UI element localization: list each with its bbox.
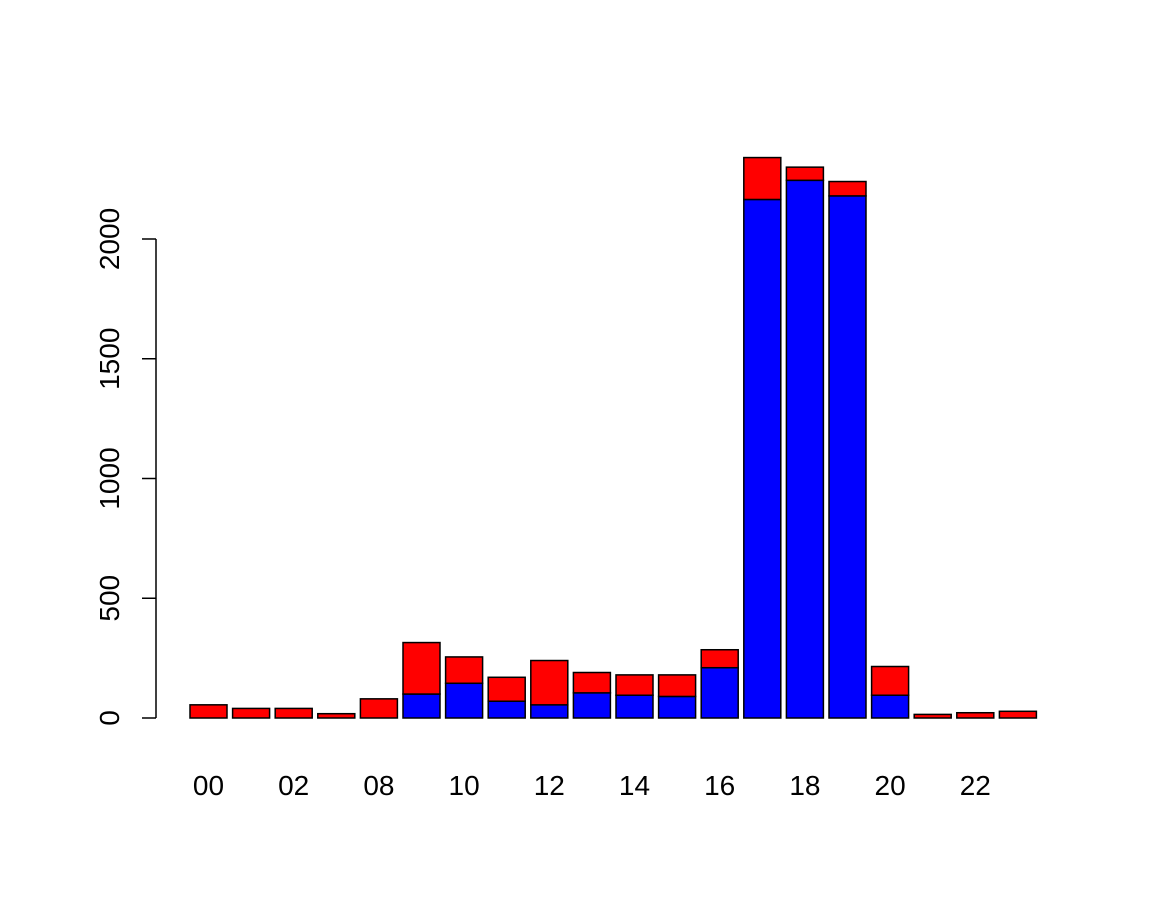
bar-segment-17-series-1 (743, 156, 782, 201)
bar-segment-11-series-0 (487, 700, 526, 719)
y-axis: 0 500 1000 1500 2000 (94, 208, 157, 726)
x-tick-label: 02 (278, 770, 309, 801)
y-tick-label: 500 (94, 575, 125, 622)
bar-segment-23-series-1 (998, 710, 1038, 719)
bar-segment-03-series-1 (317, 712, 356, 719)
bar-segment-14-series-0 (615, 694, 654, 719)
bar-segment-20-series-0 (870, 694, 910, 719)
bar-segment-09-series-1 (402, 641, 441, 695)
x-tick-label: 18 (789, 770, 820, 801)
x-tick-label: 16 (704, 770, 735, 801)
bar-segment-15-series-0 (657, 695, 697, 719)
bar-segment-13-series-1 (572, 671, 612, 694)
bar-segment-09-series-0 (402, 693, 441, 719)
bar-segment-10-series-0 (444, 682, 484, 719)
bar-segment-16-series-1 (700, 648, 739, 669)
bar-segment-18-series-0 (785, 179, 825, 719)
y-tick-label: 1500 (94, 328, 125, 390)
x-tick-label: 00 (193, 770, 224, 801)
bar-segment-08-series-1 (359, 698, 399, 719)
x-tick-label: 22 (960, 770, 991, 801)
bar-segment-15-series-1 (657, 674, 697, 698)
bar-segment-22-series-1 (956, 711, 995, 719)
bar-segment-13-series-0 (572, 692, 612, 719)
bar-segment-02-series-1 (274, 707, 313, 719)
bar-segment-12-series-0 (530, 704, 569, 719)
x-tick-label: 14 (619, 770, 650, 801)
bar-segment-12-series-1 (530, 659, 569, 706)
bar-segment-19-series-0 (828, 195, 867, 719)
bar-segment-01-series-1 (231, 707, 271, 719)
y-tick-label: 1000 (94, 447, 125, 509)
bar-segment-16-series-0 (700, 666, 739, 719)
bar-segment-20-series-1 (870, 665, 910, 696)
bar-segment-00-series-1 (189, 704, 228, 719)
bar-segment-18-series-1 (785, 166, 825, 182)
bar-segment-17-series-0 (743, 198, 782, 719)
x-axis: 00 02 08 10 12 14 16 18 20 22 (193, 770, 991, 801)
x-tick-label: 12 (534, 770, 565, 801)
bar-segment-10-series-1 (444, 656, 484, 685)
bar-segment-11-series-1 (487, 676, 526, 702)
bar-segment-14-series-1 (615, 674, 654, 696)
x-tick-label: 10 (449, 770, 480, 801)
bar-segment-21-series-1 (913, 713, 952, 719)
bars (189, 156, 1038, 719)
bar-segment-19-series-1 (828, 180, 867, 197)
y-tick-label: 0 (94, 710, 125, 726)
x-tick-label: 08 (363, 770, 394, 801)
x-tick-label: 20 (875, 770, 906, 801)
y-tick-label: 2000 (94, 208, 125, 270)
